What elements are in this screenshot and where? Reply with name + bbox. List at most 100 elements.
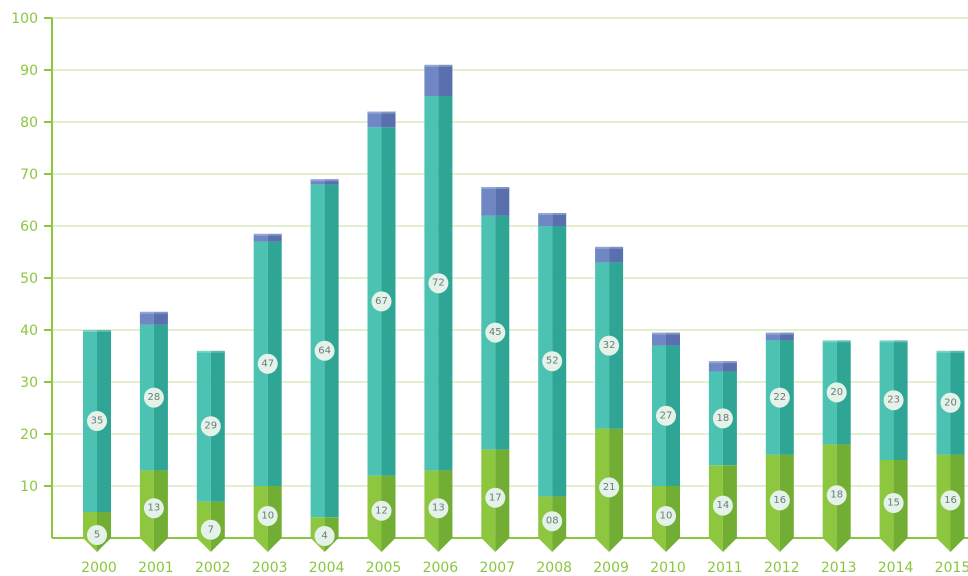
- bar-cap-shade: [722, 361, 737, 372]
- bar-2003: 47 10: [253, 233, 282, 552]
- bar-cap: [765, 332, 780, 341]
- bottom-value-label: 16: [773, 495, 786, 506]
- x-tick-label: 2013: [821, 560, 857, 576]
- bottom-value-badge: [769, 490, 790, 511]
- top-value-label: 20: [944, 397, 957, 408]
- bar-2005: 67 12: [367, 111, 396, 552]
- top-value-badge: [712, 408, 733, 429]
- top-value-label: 64: [318, 345, 331, 356]
- x-tick-label: 2003: [252, 560, 288, 576]
- bottom-value-badge: [314, 526, 335, 546]
- bar-2014: 23 15: [879, 340, 908, 552]
- bar-2010: 27 10: [652, 332, 680, 552]
- bottom-value-label: 14: [717, 500, 730, 511]
- top-value-badge: [257, 353, 278, 374]
- y-tick-label: 10: [20, 479, 38, 495]
- x-tick-label: 2005: [366, 560, 402, 576]
- top-value-badge: [143, 387, 164, 408]
- bar-top-highlight: [879, 340, 908, 343]
- bar-top-highlight: [538, 213, 567, 215]
- bar-cap-shade: [666, 332, 680, 346]
- top-value-label: 20: [830, 387, 843, 398]
- x-tick-label: 2009: [593, 560, 629, 576]
- top-value-badge: [883, 390, 904, 411]
- top-value-label: 29: [204, 421, 217, 432]
- top-value-label: 45: [489, 327, 502, 338]
- bottom-value-label: 10: [660, 511, 673, 522]
- bottom-value-label: 4: [321, 531, 327, 542]
- bar-top-highlight: [310, 179, 339, 182]
- bar-top-highlight: [196, 350, 225, 353]
- top-value-label: 72: [432, 278, 445, 289]
- x-tick-label: 2015: [935, 560, 968, 576]
- x-tick-label: 2004: [309, 560, 345, 576]
- x-tick-label: 2008: [536, 560, 572, 576]
- bar-cap: [652, 332, 666, 346]
- bottom-value-badge: [656, 506, 676, 526]
- bottom-value-badge: [883, 493, 904, 513]
- bottom-value-badge: [826, 485, 847, 506]
- bottom-value-label: 10: [261, 511, 274, 522]
- y-tick-label: 40: [20, 323, 38, 339]
- bar-2009: 32 21: [595, 246, 624, 552]
- top-value-label: 22: [773, 392, 786, 403]
- bottom-value-badge: [143, 498, 164, 519]
- bar-cap: [367, 111, 382, 128]
- y-tick-label: 100: [11, 11, 38, 27]
- bar-cap-shade: [381, 111, 396, 128]
- bar-top-highlight: [765, 332, 794, 335]
- top-value-label: 35: [91, 416, 104, 427]
- bar-2007: 45 17: [481, 187, 510, 552]
- top-value-label: 27: [660, 410, 673, 421]
- bottom-value-badge: [371, 500, 392, 521]
- bar-cap: [253, 233, 268, 242]
- y-tick-label: 80: [20, 115, 38, 131]
- bottom-value-label: 08: [546, 516, 559, 527]
- top-value-badge: [485, 322, 506, 343]
- top-value-label: 52: [546, 356, 559, 367]
- bar-top-highlight: [708, 361, 737, 364]
- y-tick-label: 20: [20, 427, 38, 443]
- bottom-value-badge: [485, 487, 506, 508]
- bar-2006: 72 13: [424, 64, 453, 552]
- bar-cap: [139, 311, 154, 325]
- bottom-value-badge: [428, 498, 449, 519]
- bar-cap: [481, 187, 496, 216]
- bar-2008: 52 08: [538, 213, 567, 552]
- y-tick-label: 30: [20, 375, 38, 391]
- bottom-value-label: 17: [489, 492, 502, 503]
- bar-top-highlight: [652, 332, 680, 335]
- bar-2001: 28 13: [139, 311, 168, 552]
- bar-cap: [708, 361, 723, 372]
- bottom-value-badge: [599, 477, 620, 498]
- bar-cap-shade: [609, 246, 624, 263]
- bottom-value-label: 13: [148, 503, 161, 514]
- bar-cap-shade: [552, 213, 567, 226]
- top-value-badge: [200, 416, 221, 437]
- x-tick-label: 2012: [764, 560, 800, 576]
- top-value-badge: [542, 351, 563, 372]
- y-tick-label: 50: [20, 271, 38, 287]
- bar-top-highlight: [424, 64, 453, 67]
- bar-cap-shade: [153, 311, 168, 325]
- bottom-value-label: 12: [375, 505, 388, 516]
- bottom-value-badge: [712, 495, 733, 516]
- x-axis-labels: 2000 2001 2002 2003 2004 2005 2006 2007 2008 2009…: [81, 560, 968, 576]
- bar-cap-shade: [324, 179, 339, 185]
- top-value-badge: [940, 392, 961, 413]
- bar-top-highlight: [481, 187, 510, 189]
- bottom-value-badge: [87, 525, 107, 545]
- bar-cap: [424, 64, 439, 96]
- bottom-value-label: 21: [603, 482, 616, 493]
- bar-cap-shade: [779, 332, 794, 341]
- x-tick-label: 2014: [878, 560, 914, 576]
- y-tick-label: 70: [20, 167, 38, 183]
- bottom-value-label: 13: [432, 503, 445, 514]
- top-value-badge: [371, 291, 392, 312]
- top-value-badge: [314, 340, 335, 361]
- x-tick-label: 2006: [423, 560, 459, 576]
- top-value-badge: [599, 335, 620, 356]
